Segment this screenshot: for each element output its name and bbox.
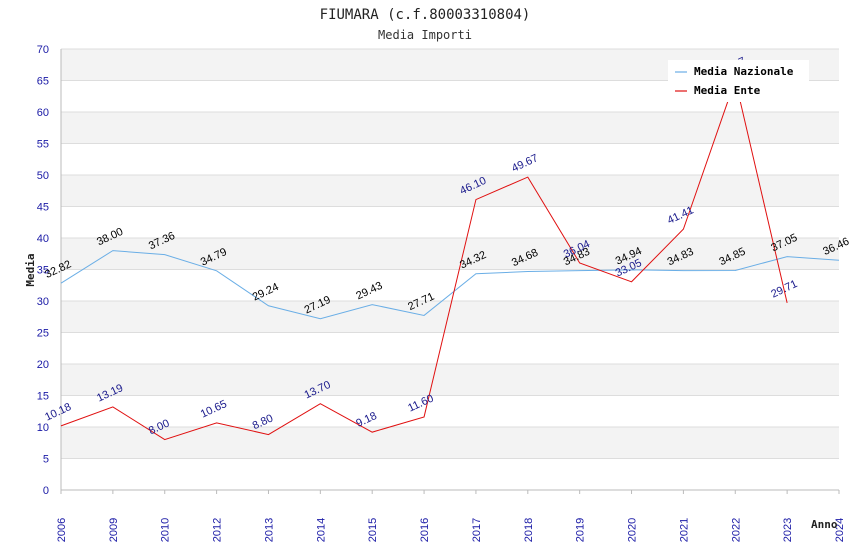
grid-band <box>61 269 839 301</box>
y-tick-label: 40 <box>37 233 49 245</box>
x-tick-label: 2015 <box>367 518 379 542</box>
y-tick-label: 10 <box>37 422 49 434</box>
grid-band <box>61 206 839 238</box>
legend-label-media-nazionale: Media Nazionale <box>694 65 794 78</box>
chart-title: FIUMARA (c.f.80003310804) <box>320 7 531 23</box>
x-tick-label: 2023 <box>782 518 794 542</box>
grid-band <box>61 175 839 207</box>
x-tick-label: 2019 <box>575 518 587 542</box>
y-tick-label: 30 <box>37 296 49 308</box>
grid-band <box>61 458 839 490</box>
x-tick-label: 2014 <box>315 518 327 542</box>
grid-band <box>61 395 839 427</box>
x-tick-label: 2009 <box>108 518 120 542</box>
series-line-media-ente <box>60 78 788 441</box>
series-line-media-nazionale <box>60 250 840 320</box>
y-tick-label: 25 <box>37 328 49 340</box>
grid-band <box>61 238 839 270</box>
x-axis-label: Anno <box>811 518 838 531</box>
y-tick-label: 0 <box>43 485 49 497</box>
series-layer <box>60 78 840 441</box>
y-tick-label: 70 <box>37 44 49 56</box>
y-tick-label: 5 <box>43 454 49 466</box>
grid-band <box>61 332 839 364</box>
legend: Media Nazionale Media Ente <box>668 60 809 102</box>
x-tick-label: 2013 <box>263 518 275 542</box>
y-tick-label: 15 <box>37 391 49 403</box>
x-tick-label: 2016 <box>419 518 431 542</box>
y-tick-label: 50 <box>37 170 49 182</box>
x-tick-label: 2021 <box>678 518 690 542</box>
chart-subtitle: Media Importi <box>378 28 472 42</box>
x-tick-label: 2010 <box>160 518 172 542</box>
x-tick-label: 2020 <box>627 518 639 542</box>
grid-band <box>61 143 839 175</box>
grid-bands <box>61 48 839 491</box>
y-tick-label: 35 <box>37 265 49 277</box>
grid-band <box>61 364 839 396</box>
y-tick-label: 65 <box>37 76 49 88</box>
x-tick-label: 2017 <box>471 518 483 542</box>
x-tick-label: 2024 <box>834 518 846 542</box>
x-tick-label: 2012 <box>212 518 224 542</box>
axes: 0 5 10 15 20 25 30 35 40 45 50 55 60 65 70 2006 2009 2010… <box>37 44 846 542</box>
legend-label-media-ente: Media Ente <box>694 84 761 97</box>
y-axis-label: Media <box>24 253 37 286</box>
legend-box <box>668 60 809 102</box>
x-tick-label: 2022 <box>730 518 742 542</box>
x-tick-label: 2018 <box>523 518 535 542</box>
grid-band <box>61 301 839 333</box>
x-tick-label: 2006 <box>56 518 68 542</box>
y-tick-label: 45 <box>37 202 49 214</box>
grid-band <box>61 112 839 144</box>
y-tick-label: 55 <box>37 139 49 151</box>
y-tick-label: 60 <box>37 107 49 119</box>
grid-band <box>61 427 839 459</box>
y-tick-label: 20 <box>37 359 49 371</box>
